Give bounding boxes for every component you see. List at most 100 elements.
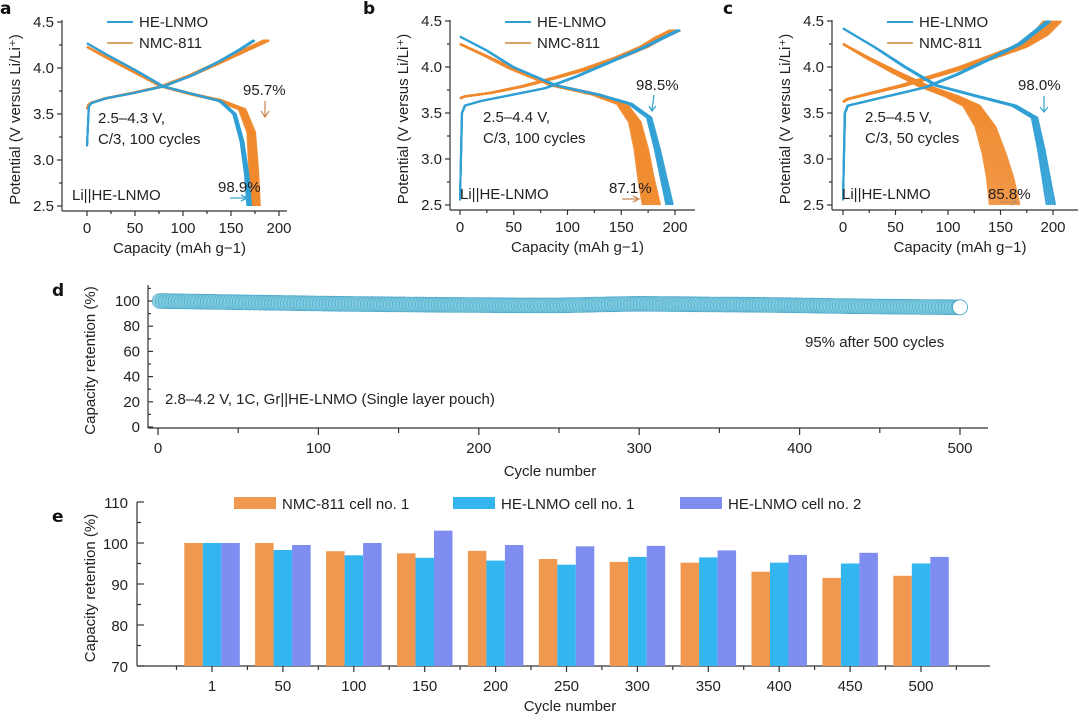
- he-retention-arrow: [1039, 96, 1049, 114]
- y-tick-label: 3.0: [33, 152, 54, 169]
- bar-nmc811-cell1: [184, 543, 203, 666]
- y-tick-label: 4.0: [33, 60, 54, 77]
- y-tick-label: 3.5: [803, 105, 824, 122]
- bar-he-lnmo-cell2: [434, 530, 453, 666]
- bar-he-lnmo-cell2: [788, 554, 807, 666]
- y-axis-title: Potential (V versus Li/Li⁺): [777, 34, 794, 205]
- y-tick-label: 2.5: [803, 197, 824, 214]
- x-tick-label: 0: [83, 220, 91, 237]
- legend-label-he-lnmo-cell2: HE-LNMO cell no. 2: [728, 496, 861, 513]
- bar-he-lnmo-cell1: [486, 560, 505, 666]
- bar-nmc811-cell1: [397, 553, 416, 667]
- bar-nmc811-cell1: [467, 550, 487, 666]
- he-retention-label: 98.0%: [1018, 77, 1061, 94]
- x-tick-label: 200: [266, 220, 291, 237]
- y-tick-label: 4.5: [421, 13, 442, 30]
- bar-he-lnmo-cell1: [415, 557, 434, 666]
- y-tick-label: 3.5: [421, 105, 442, 122]
- legend-swatch-he-lnmo-cell1: [453, 497, 495, 509]
- nmc811-discharge-curve: [459, 43, 644, 206]
- y-tick-label: 3.0: [421, 151, 442, 168]
- conditions-line-2: C/3, 100 cycles: [98, 131, 201, 148]
- y-tick-label: 60: [123, 343, 140, 360]
- bar-he-lnmo-cell2: [292, 545, 311, 666]
- bar-he-lnmo-cell2: [930, 556, 949, 666]
- panel-e: 70 80 90 100 110 Capacity retention (%) Cycle …: [82, 495, 990, 715]
- x-axis-title: Cycle number: [504, 463, 597, 480]
- bar-nmc811-cell1: [751, 571, 770, 666]
- y-tick-label: 2.5: [33, 198, 54, 215]
- nmc811-charge-curve: [459, 29, 671, 100]
- x-tick-label: 0: [839, 219, 847, 236]
- x-tick-label: 450: [838, 678, 863, 695]
- conditions-line-1: 2.5–4.5 V,: [865, 109, 932, 126]
- y-tick-label: 4.0: [421, 59, 442, 76]
- y-axis-title: Potential (V versus Li/Li⁺): [395, 34, 412, 205]
- bar-he-lnmo-cell1: [911, 563, 931, 666]
- bar-he-lnmo-cell2: [221, 543, 240, 666]
- he-lnmo-charge-curve: [842, 20, 1048, 201]
- bar-nmc811-cell1: [680, 562, 700, 666]
- bar-he-lnmo-cell1: [557, 564, 576, 666]
- panel-d: 0 20 40 60 80 100 0 100 200 300 400 500 Cycle number…: [82, 285, 988, 480]
- y-tick-label: 3.5: [33, 106, 54, 123]
- he-retention-arrow: [648, 94, 657, 113]
- bar-he-lnmo-cell2: [646, 545, 666, 666]
- x-tick-label: 400: [767, 678, 792, 695]
- panel-c: 2.5 3.0 3.5 4.0 4.5 0 50 100 150 200 Capacity (mAh…: [777, 13, 1078, 256]
- x-axis-title: Capacity (mAh g−1): [894, 239, 1027, 256]
- panel-letter-e: e: [52, 507, 64, 527]
- bar-he-lnmo-cell1: [344, 555, 364, 666]
- panel-letter-b: b: [363, 0, 375, 19]
- x-tick-label: 50: [887, 219, 904, 236]
- he-lnmo-discharge-curve: [842, 27, 1048, 206]
- y-tick-label: 4.5: [803, 13, 824, 30]
- legend-label-he-lnmo-cell1: HE-LNMO cell no. 1: [501, 496, 634, 513]
- x-tick-label: 150: [412, 678, 437, 695]
- nmc-retention-label: 85.8%: [988, 186, 1031, 203]
- x-tick-label: 200: [662, 219, 687, 236]
- y-tick-label: 80: [111, 618, 128, 635]
- y-tick-label: 90: [111, 577, 128, 594]
- x-axis-title: Capacity (mAh g−1): [113, 240, 246, 257]
- legend-label-nmc811-cell1: NMC-811 cell no. 1: [282, 496, 409, 513]
- x-tick-label: 150: [609, 219, 634, 236]
- x-tick-label: 250: [554, 678, 579, 695]
- he-lnmo-discharge-curve: [86, 42, 249, 207]
- he-retention-label: 98.5%: [636, 77, 679, 94]
- x-tick-label: 500: [947, 440, 972, 457]
- legend-swatch-he-lnmo-cell2: [680, 497, 722, 509]
- bar-he-lnmo-cell1: [202, 543, 222, 666]
- x-axis-title: Capacity (mAh g−1): [511, 239, 644, 256]
- x-tick-label: 100: [935, 219, 960, 236]
- panel-b: 2.5 3.0 3.5 4.0 4.5 0 50 100 150 200 Capacity (mAh…: [395, 13, 695, 256]
- legend-label-he-lnmo: HE-LNMO: [537, 14, 606, 31]
- x-tick-label: 100: [341, 678, 366, 695]
- legend-label-nmc811: NMC-811: [919, 35, 982, 52]
- legend-label-nmc811: NMC-811: [139, 35, 202, 52]
- y-tick-label: 4.0: [803, 59, 824, 76]
- x-tick-label: 200: [1040, 219, 1065, 236]
- x-tick-label: 1: [208, 678, 216, 695]
- he-retention-label: 98.9%: [218, 179, 261, 196]
- bar-he-lnmo-cell2: [859, 552, 878, 666]
- panel-a: 2.5 3.0 3.5 4.0 4.5 0 50 100 150 200 Capacity (mAh…: [7, 14, 292, 257]
- x-tick-label: 200: [483, 678, 508, 695]
- bar-nmc811-cell1: [255, 543, 274, 666]
- x-tick-label: 200: [466, 440, 491, 457]
- retention-marker-last: [952, 299, 968, 316]
- y-tick-label: 0: [132, 419, 140, 436]
- y-tick-label: 80: [123, 318, 140, 335]
- legend-swatch-nmc811-cell1: [234, 497, 276, 509]
- y-tick-label: 20: [123, 394, 140, 411]
- legend-label-nmc811: NMC-811: [537, 35, 600, 52]
- bar-nmc811-cell1: [822, 577, 841, 666]
- conditions-annotation: 2.8–4.2 V, 1C, Gr||HE-LNMO (Single layer…: [165, 391, 495, 408]
- x-tick-label: 0: [154, 440, 162, 457]
- x-tick-label: 50: [127, 220, 144, 237]
- summary-annotation: 95% after 500 cycles: [805, 334, 944, 351]
- conditions-line-2: C/3, 50 cycles: [865, 130, 959, 147]
- y-axis-title: Potential (V versus Li/Li⁺): [7, 34, 24, 205]
- y-tick-label: 100: [115, 293, 140, 310]
- y-tick-label: 3.0: [803, 151, 824, 168]
